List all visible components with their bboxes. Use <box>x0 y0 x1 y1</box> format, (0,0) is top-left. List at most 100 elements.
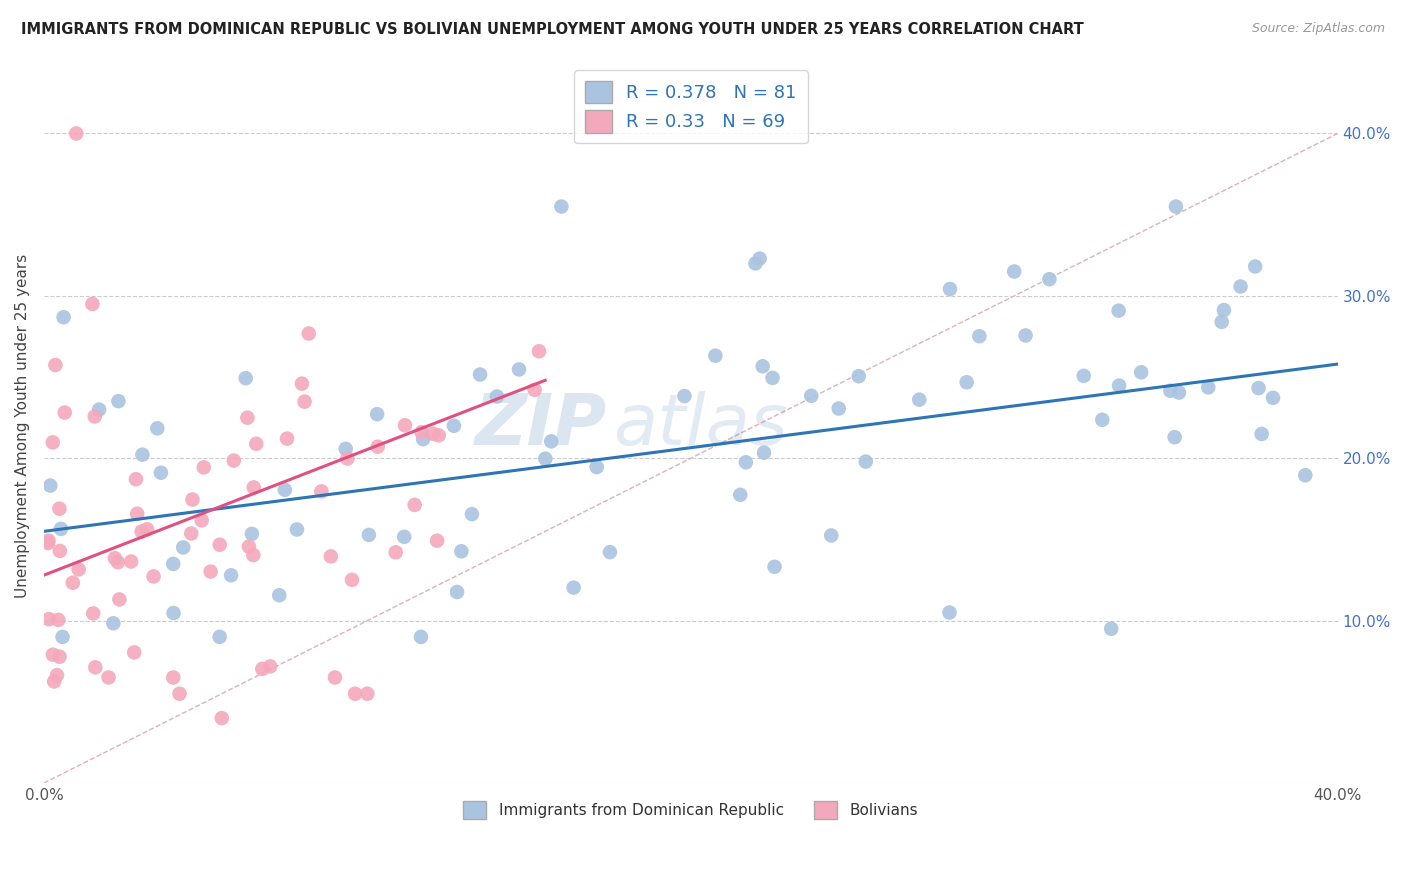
Point <box>1250 427 1272 442</box>
Point <box>169 687 191 701</box>
Point <box>162 671 184 685</box>
Point <box>120 555 142 569</box>
Point <box>222 453 245 467</box>
Point <box>42 648 65 662</box>
Point <box>219 568 242 582</box>
Point <box>131 524 153 539</box>
Point <box>1014 328 1036 343</box>
Point <box>38 612 60 626</box>
Point <box>728 488 751 502</box>
Point <box>127 507 149 521</box>
Point <box>67 562 90 576</box>
Point <box>411 425 433 440</box>
Point <box>1130 365 1153 379</box>
Point <box>162 606 184 620</box>
Point <box>276 432 298 446</box>
Point <box>48 501 70 516</box>
Point <box>97 671 120 685</box>
Point <box>468 368 491 382</box>
Point <box>44 674 66 689</box>
Point <box>136 522 159 536</box>
Point <box>409 630 432 644</box>
Point <box>392 530 415 544</box>
Point <box>125 472 148 486</box>
Point <box>39 478 62 492</box>
Point <box>51 630 73 644</box>
Point <box>461 507 484 521</box>
Point <box>426 533 449 548</box>
Point <box>200 565 222 579</box>
Point <box>748 252 770 266</box>
Point <box>422 426 444 441</box>
Point <box>969 329 991 343</box>
Point <box>820 528 842 542</box>
Point <box>82 297 104 311</box>
Point <box>1002 264 1025 278</box>
Point <box>938 606 960 620</box>
Point <box>828 401 851 416</box>
Point <box>181 492 204 507</box>
Point <box>242 480 264 494</box>
Point <box>53 406 76 420</box>
Point <box>340 573 363 587</box>
Point <box>1159 384 1181 398</box>
Point <box>323 671 346 685</box>
Point <box>46 668 69 682</box>
Point <box>65 127 87 141</box>
Point <box>427 428 450 442</box>
Point <box>1247 381 1270 395</box>
Point <box>108 592 131 607</box>
Point <box>761 371 783 385</box>
Point <box>446 585 468 599</box>
Point <box>939 282 962 296</box>
Point <box>122 645 145 659</box>
Point <box>752 446 775 460</box>
Point <box>412 432 434 446</box>
Point <box>1244 260 1267 274</box>
Point <box>1168 385 1191 400</box>
Point <box>508 362 530 376</box>
Point <box>1099 622 1122 636</box>
Point <box>1211 315 1233 329</box>
Point <box>550 200 572 214</box>
Point <box>245 437 267 451</box>
Point <box>149 466 172 480</box>
Point <box>450 544 472 558</box>
Point <box>37 533 59 548</box>
Point <box>344 687 367 701</box>
Point <box>908 392 931 407</box>
Point <box>190 513 212 527</box>
Point <box>83 409 105 424</box>
Point <box>42 435 65 450</box>
Point <box>236 410 259 425</box>
Point <box>285 523 308 537</box>
Point <box>240 527 263 541</box>
Point <box>1163 430 1185 444</box>
Text: ZIP: ZIP <box>474 392 606 460</box>
Point <box>82 607 104 621</box>
Point <box>211 711 233 725</box>
Point <box>107 394 129 409</box>
Point <box>294 394 316 409</box>
Point <box>37 536 59 550</box>
Point <box>367 440 389 454</box>
Point <box>523 383 546 397</box>
Point <box>335 442 357 456</box>
Point <box>394 418 416 433</box>
Point <box>1294 468 1316 483</box>
Point <box>319 549 342 564</box>
Text: atlas: atlas <box>613 392 787 460</box>
Point <box>311 484 333 499</box>
Point <box>238 540 260 554</box>
Point <box>763 559 786 574</box>
Point <box>673 389 696 403</box>
Point <box>62 575 84 590</box>
Point <box>49 544 72 558</box>
Point <box>744 256 766 270</box>
Point <box>259 659 281 673</box>
Point <box>291 376 314 391</box>
Point <box>1073 368 1095 383</box>
Point <box>274 483 297 497</box>
Point <box>356 687 378 701</box>
Point <box>599 545 621 559</box>
